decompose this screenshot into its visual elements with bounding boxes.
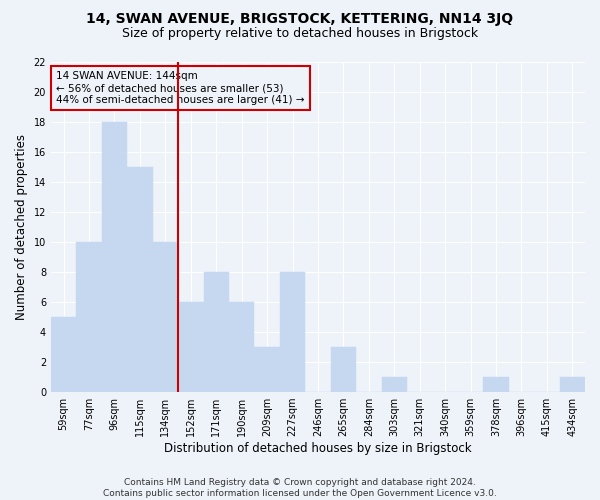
Text: Contains HM Land Registry data © Crown copyright and database right 2024.
Contai: Contains HM Land Registry data © Crown c… [103, 478, 497, 498]
Bar [382, 377, 407, 392]
Text: Size of property relative to detached houses in Brigstock: Size of property relative to detached ho… [122, 28, 478, 40]
Bar [51, 317, 76, 392]
Bar [178, 302, 203, 392]
Bar [560, 377, 585, 392]
Bar [229, 302, 254, 392]
Bar [280, 272, 305, 392]
Y-axis label: Number of detached properties: Number of detached properties [15, 134, 28, 320]
Bar [76, 242, 102, 392]
Bar [152, 242, 178, 392]
Bar [483, 377, 509, 392]
Bar [102, 122, 127, 392]
Bar [254, 347, 280, 392]
Text: 14 SWAN AVENUE: 144sqm
← 56% of detached houses are smaller (53)
44% of semi-det: 14 SWAN AVENUE: 144sqm ← 56% of detached… [56, 72, 305, 104]
Bar [127, 166, 152, 392]
Bar [203, 272, 229, 392]
Bar [331, 347, 356, 392]
X-axis label: Distribution of detached houses by size in Brigstock: Distribution of detached houses by size … [164, 442, 472, 455]
Text: 14, SWAN AVENUE, BRIGSTOCK, KETTERING, NN14 3JQ: 14, SWAN AVENUE, BRIGSTOCK, KETTERING, N… [86, 12, 514, 26]
